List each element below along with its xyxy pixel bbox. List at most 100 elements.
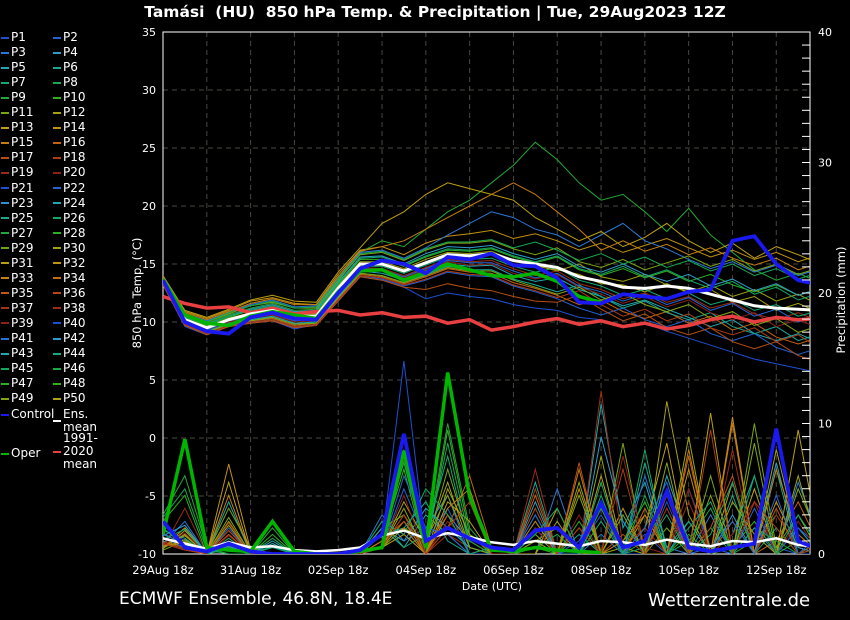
legend-line-swatch xyxy=(53,232,61,235)
x-axis-tick-label: 06Sep 18z xyxy=(483,563,544,577)
legend-item-p42: P42 xyxy=(53,332,86,345)
legend-item-p45: P45 xyxy=(1,362,34,375)
x-axis-tick-label: 04Sep 18z xyxy=(396,563,457,577)
legend-item-p48: P48 xyxy=(53,377,86,390)
left-axis-tick-label: 20 xyxy=(142,200,156,213)
legend-line-swatch xyxy=(53,81,61,84)
legend-item-p47: P47 xyxy=(1,377,34,390)
legend-item-p7: P7 xyxy=(1,76,26,89)
legend-line-swatch xyxy=(1,352,9,355)
right-axis-tick-label: 20 xyxy=(818,287,832,300)
legend-item-p28: P28 xyxy=(53,226,86,240)
legend-label: P36 xyxy=(63,285,86,300)
left-axis-tick-label: 15 xyxy=(142,258,156,271)
legend-item-p20: P20 xyxy=(53,166,86,179)
legend-line-swatch xyxy=(1,337,9,340)
legend-line-swatch xyxy=(53,96,61,99)
legend-item-p46: P46 xyxy=(53,362,86,375)
legend-item-p18: P18 xyxy=(53,151,86,164)
legend-line-swatch xyxy=(53,450,61,453)
legend-line-swatch xyxy=(53,171,61,174)
legend-item-p8: P8 xyxy=(53,76,78,89)
legend-line-swatch xyxy=(53,66,61,69)
legend-item-p50: P50 xyxy=(53,392,86,405)
x-axis-tick-label: 02Sep 18z xyxy=(308,563,369,577)
legend-item-p17: P17 xyxy=(1,151,34,164)
legend-item-p39: P39 xyxy=(1,315,34,330)
legend-label: P9 xyxy=(11,90,26,105)
legend-item-p40: P40 xyxy=(53,315,86,330)
right-axis-tick-label: 40 xyxy=(818,26,832,39)
legend-label: P25 xyxy=(11,210,34,225)
legend-label: P12 xyxy=(63,105,86,120)
legend-item-p1: P1 xyxy=(1,31,26,44)
legend-label: Ens. mean xyxy=(63,407,98,434)
left-axis-tick-label: 0 xyxy=(149,432,156,445)
legend-item-p10: P10 xyxy=(53,91,86,104)
legend-item-ens-mean: Ens. mean xyxy=(53,408,118,434)
legend-item-control: Control xyxy=(1,408,54,421)
legend-item-p12: P12 xyxy=(53,106,86,119)
right-axis-title: Precipitation (mm) xyxy=(834,246,848,354)
legend-line-swatch xyxy=(1,322,9,325)
legend-item-p9: P9 xyxy=(1,91,26,104)
legend-line-swatch xyxy=(1,171,9,174)
legend-item-p11: P11 xyxy=(1,106,34,119)
legend-line-swatch xyxy=(53,322,61,325)
legend-item-p16: P16 xyxy=(53,136,86,149)
legend-label: P15 xyxy=(11,135,34,150)
legend-label: P38 xyxy=(63,300,86,315)
legend-label: P39 xyxy=(11,315,34,330)
legend-label: P24 xyxy=(63,195,86,210)
legend-label: P21 xyxy=(11,180,34,195)
legend-label: P50 xyxy=(63,391,86,406)
legend-label: P22 xyxy=(63,180,86,195)
legend-line-swatch xyxy=(53,352,61,355)
legend-line-swatch xyxy=(53,51,61,54)
legend-item-p22: P22 xyxy=(53,180,86,195)
legend-line-swatch xyxy=(53,307,61,310)
left-axis-tick-label: 35 xyxy=(142,26,156,39)
right-axis-tick-label: 10 xyxy=(818,418,832,431)
legend-item-p29: P29 xyxy=(1,241,34,255)
legend-line-swatch xyxy=(1,382,9,385)
legend-line-swatch xyxy=(1,247,9,250)
legend-item-p19: P19 xyxy=(1,166,34,179)
legend-line-swatch xyxy=(1,111,9,114)
page-title: Tamási (HU) 850 hPa Temp. & Precipitatio… xyxy=(144,3,726,21)
left-axis-title: 850 hPa Temp. (°C) xyxy=(130,237,144,349)
legend-line-swatch xyxy=(1,367,9,370)
x-axis-tick-label: 29Aug 18z xyxy=(132,563,193,577)
legend-label: P47 xyxy=(11,376,34,391)
legend-line-swatch xyxy=(53,217,61,220)
legend-label: P49 xyxy=(11,391,34,406)
legend-item-p15: P15 xyxy=(1,136,34,149)
legend-label: P8 xyxy=(63,75,78,90)
legend-line-swatch xyxy=(1,413,9,416)
legend-label: P13 xyxy=(11,120,34,135)
left-axis-tick-label: 30 xyxy=(142,84,156,97)
legend-label: P18 xyxy=(63,150,86,165)
legend-label: P14 xyxy=(63,120,86,135)
legend-label: P40 xyxy=(63,315,86,330)
legend-item-p34: P34 xyxy=(53,271,86,285)
legend-label: P2 xyxy=(63,30,78,44)
legend-line-swatch xyxy=(53,277,61,280)
legend-item-p32: P32 xyxy=(53,256,86,270)
legend-item-p2: P2 xyxy=(53,31,78,44)
legend-line-swatch xyxy=(53,292,61,295)
model-info-text: ECMWF Ensemble, 46.8N, 18.4E xyxy=(119,589,393,609)
right-axis-tick-label: 0 xyxy=(818,548,825,561)
legend-line-swatch xyxy=(53,247,61,250)
legend-label: Control xyxy=(11,407,55,421)
legend-line-swatch xyxy=(53,202,61,205)
legend-line-swatch xyxy=(53,156,61,159)
legend-line-swatch xyxy=(1,81,9,84)
site-credit-text: Wetterzentrale.de xyxy=(648,590,811,611)
legend-line-swatch xyxy=(53,397,61,400)
legend-label: P44 xyxy=(63,346,86,361)
legend-item-p13: P13 xyxy=(1,121,34,134)
legend-item-p4: P4 xyxy=(53,46,78,59)
legend-label: P23 xyxy=(11,195,34,210)
